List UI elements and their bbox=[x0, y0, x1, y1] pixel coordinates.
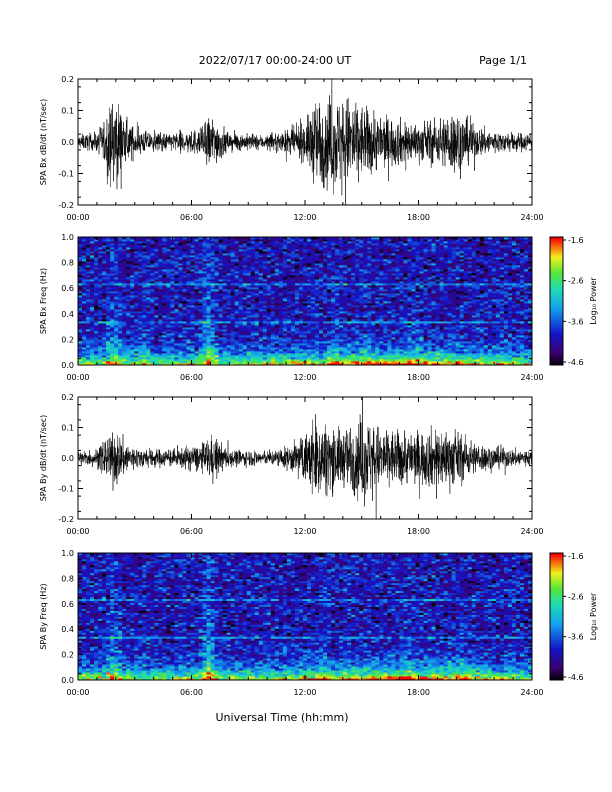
y-tick-label: 0.0 bbox=[61, 138, 74, 147]
y-tick-label: 0.2 bbox=[61, 75, 74, 84]
y-tick-label: 0.1 bbox=[61, 107, 74, 116]
x-axis-title: Universal Time (hh:mm) bbox=[216, 711, 349, 724]
series-line-0 bbox=[78, 79, 532, 205]
y-tick-label: -0.1 bbox=[58, 170, 74, 179]
x-tick-label: 06:00 bbox=[180, 213, 203, 222]
x-tick-label: 18:00 bbox=[407, 213, 430, 222]
y-tick-label: -0.2 bbox=[58, 201, 74, 210]
x-tick-label: 24:00 bbox=[520, 213, 543, 222]
page-indicator: Page 1/1 bbox=[479, 54, 527, 67]
figure-title: 2022/07/17 00:00-24:00 UT bbox=[199, 54, 352, 67]
spectrogram-1 bbox=[78, 237, 532, 365]
x-tick-label: 12:00 bbox=[293, 213, 316, 222]
y-axis-label: SPA Bx dB/dt (nT/sec) bbox=[39, 99, 48, 186]
x-tick-label: 00:00 bbox=[66, 213, 89, 222]
